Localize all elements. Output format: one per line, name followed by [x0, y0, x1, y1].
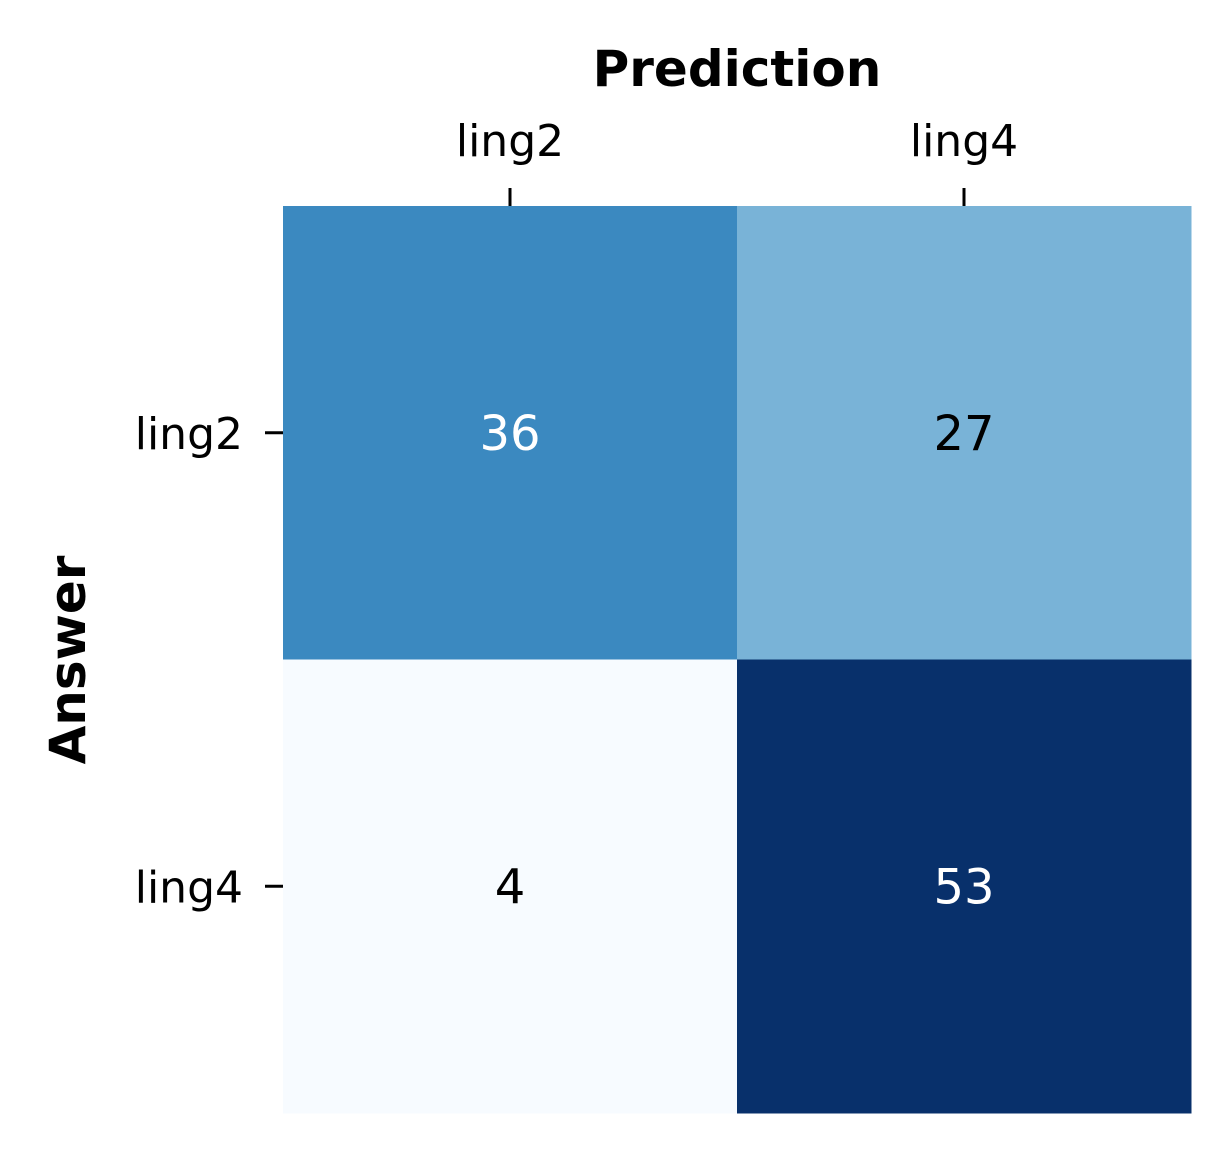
y-axis-title: Answer	[39, 555, 97, 764]
heatmap-cell	[737, 659, 1192, 1114]
cell-value-label: 4	[495, 859, 526, 915]
y-tick-label: ling2	[135, 409, 243, 460]
heatmap-cells: 36 27 4 53	[283, 206, 1192, 1114]
x-axis-title: Prediction	[593, 40, 882, 98]
x-axis-ticks: ling2 ling4	[456, 116, 1018, 206]
cell-value-label: 27	[933, 406, 994, 462]
y-tick-label: ling4	[135, 862, 243, 913]
y-axis-ticks: ling2 ling4	[135, 409, 283, 913]
cell-value-label: 36	[479, 406, 540, 462]
x-tick-label: ling2	[456, 116, 564, 167]
x-tick-label: ling4	[910, 116, 1018, 167]
heatmap-cell	[737, 206, 1192, 660]
cell-value-label: 53	[933, 859, 994, 915]
heatmap-cell	[283, 206, 738, 660]
heatmap-cell	[283, 659, 738, 1114]
